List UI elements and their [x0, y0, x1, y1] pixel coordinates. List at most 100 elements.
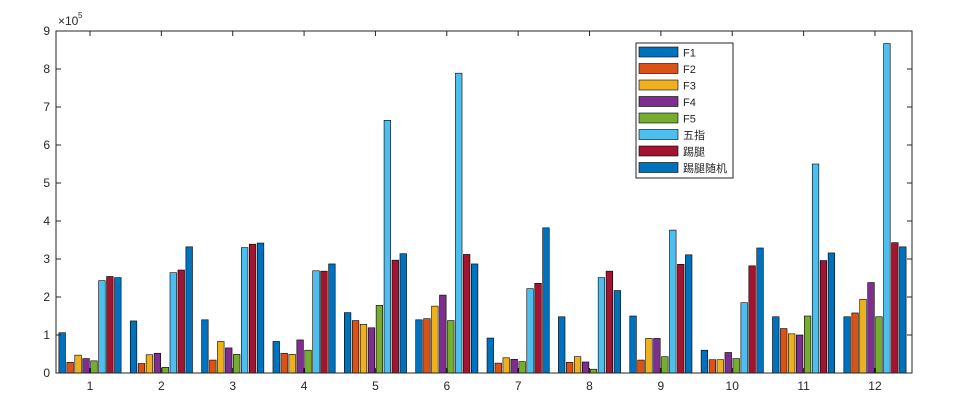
bar-5-cat-11 — [803, 315, 812, 374]
bar-1-cat-9 — [629, 315, 637, 374]
bar-4-cat-2 — [153, 352, 161, 374]
x-tick-label: 10 — [726, 379, 740, 393]
y-tick-label: 1 — [43, 328, 50, 342]
bar-5-cat-6 — [447, 320, 455, 374]
bar-2-cat-10 — [708, 359, 716, 374]
legend-swatch-4 — [638, 96, 679, 107]
y-multiplier-base: ×10 — [58, 14, 79, 28]
y-axis-multiplier: ×10 5 — [58, 11, 83, 28]
x-tick-label: 9 — [658, 379, 665, 393]
bar-3-cat-12 — [859, 298, 867, 374]
bar-1-cat-11 — [772, 316, 780, 374]
bar-7-cat-10 — [748, 265, 756, 374]
bar-8-cat-5 — [399, 253, 407, 374]
bar-5-cat-5 — [375, 305, 384, 374]
x-tick-label: 7 — [515, 379, 522, 393]
x-tick-label: 2 — [158, 379, 165, 393]
x-tick-label: 8 — [586, 379, 593, 393]
bar-2-cat-1 — [66, 362, 74, 374]
legend-label-1: F1 — [683, 48, 696, 60]
bar-3-cat-7 — [502, 357, 510, 374]
bar-7-cat-9 — [677, 264, 685, 374]
bar-4-cat-4 — [296, 339, 304, 374]
legend-label-5: F5 — [683, 114, 696, 126]
bars-layer — [58, 43, 907, 374]
bar-8-cat-2 — [185, 246, 193, 374]
bar-1-cat-12 — [843, 316, 851, 374]
bar-8-cat-1 — [114, 277, 122, 374]
bar-2-cat-3 — [209, 359, 217, 374]
bar-4-cat-12 — [867, 282, 875, 374]
bar-4-cat-7 — [510, 359, 518, 374]
bar-6-cat-6 — [455, 72, 463, 374]
bar-4-cat-11 — [796, 334, 804, 374]
x-tick-label: 4 — [301, 379, 308, 393]
bar-7-cat-4 — [320, 270, 328, 374]
bar-5-cat-3 — [233, 354, 241, 374]
bar-5-cat-8 — [589, 368, 598, 374]
bar-8-cat-8 — [613, 290, 621, 374]
legend-swatch-3 — [638, 79, 679, 91]
bar-5-cat-1 — [90, 360, 98, 374]
bar-2-cat-2 — [137, 363, 146, 374]
bar-3-cat-10 — [716, 359, 724, 374]
bar-8-cat-10 — [756, 247, 764, 374]
bar-7-cat-12 — [891, 242, 899, 374]
legend-label-6: 五指 — [683, 128, 705, 142]
bar-5-cat-12 — [875, 316, 883, 374]
bar-8-cat-3 — [256, 242, 265, 374]
y-tick-label: 2 — [43, 290, 50, 304]
bar-3-cat-1 — [74, 354, 82, 374]
bar-1-cat-8 — [558, 316, 566, 374]
y-tick-label: 0 — [43, 366, 50, 380]
bar-7-cat-6 — [463, 254, 471, 374]
bar-4-cat-8 — [581, 361, 590, 374]
y-tick-label: 4 — [43, 214, 50, 228]
legend-swatch-7 — [638, 145, 679, 157]
bar-6-cat-2 — [169, 272, 177, 374]
bar-4-cat-5 — [367, 327, 376, 374]
x-tick-label: 11 — [797, 379, 810, 393]
bar-8-cat-11 — [827, 252, 836, 374]
bar-3-cat-8 — [573, 356, 582, 374]
y-tick-label: 6 — [43, 138, 50, 152]
legend-label-7: 踢腿 — [683, 146, 705, 159]
bar-7-cat-3 — [248, 243, 257, 374]
bar-3-cat-6 — [431, 305, 439, 374]
bar-4-cat-10 — [724, 352, 732, 374]
bar-6-cat-1 — [98, 280, 106, 374]
bar-7-cat-5 — [391, 259, 399, 374]
x-tick-label: 5 — [372, 379, 379, 393]
x-tick-label: 12 — [868, 379, 882, 393]
bar-1-cat-5 — [344, 312, 352, 374]
bar-8-cat-7 — [542, 227, 550, 374]
bar-1-cat-7 — [486, 337, 494, 374]
y-tick-label: 7 — [43, 100, 50, 114]
bar-3-cat-4 — [288, 354, 296, 374]
bar-1-cat-2 — [129, 320, 138, 374]
bar-1-cat-10 — [700, 349, 709, 374]
legend-label-2: F2 — [683, 64, 696, 76]
bar-3-cat-5 — [359, 324, 368, 374]
bar-1-cat-1 — [58, 332, 66, 374]
axes-box — [55, 30, 913, 374]
bar-4-cat-3 — [225, 347, 233, 374]
y-multiplier-exponent: 5 — [78, 11, 83, 20]
bar-8-cat-4 — [328, 263, 336, 374]
bar-1-cat-4 — [272, 341, 280, 374]
y-tick-label: 5 — [43, 176, 50, 190]
bar-7-cat-1 — [106, 276, 114, 374]
bar-8-cat-9 — [685, 254, 693, 374]
bar-3-cat-9 — [645, 338, 653, 374]
bar-2-cat-4 — [280, 352, 288, 374]
bar-6-cat-7 — [526, 288, 534, 374]
bar-2-cat-9 — [637, 359, 645, 374]
legend-label-4: F4 — [683, 97, 696, 109]
bar-3-cat-11 — [788, 333, 796, 374]
bar-2-cat-5 — [351, 320, 360, 374]
bar-7-cat-8 — [605, 270, 613, 374]
